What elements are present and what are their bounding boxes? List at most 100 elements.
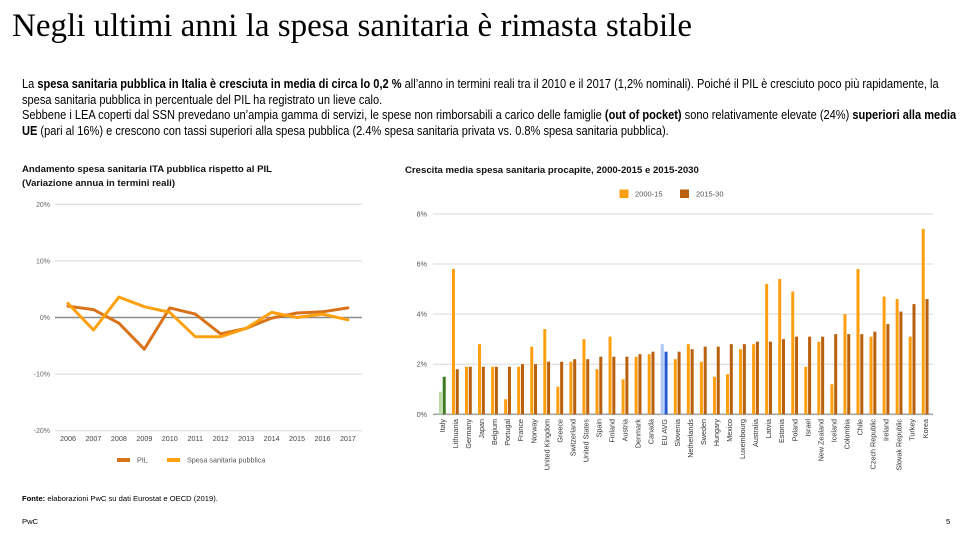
bar-2000-15 bbox=[830, 384, 834, 415]
bar-2000-15 bbox=[582, 339, 586, 415]
category-label: Colombia bbox=[843, 419, 852, 449]
category-label: Estonia bbox=[777, 419, 786, 443]
bar-2015-30 bbox=[521, 364, 524, 415]
x-tick-label: 2011 bbox=[188, 434, 203, 443]
text-segment: La bbox=[22, 76, 38, 91]
bar-2015-30 bbox=[886, 324, 890, 415]
bar-2000-15 bbox=[921, 228, 925, 415]
y-tick-label: 10% bbox=[36, 258, 50, 265]
bar-2000-15 bbox=[843, 314, 847, 415]
source-text: elaborazioni PwC su dati Eurostat e OECD… bbox=[45, 494, 218, 503]
bar-2000-15 bbox=[673, 359, 677, 415]
bar-2000-15 bbox=[478, 344, 482, 415]
bar-2000-15 bbox=[739, 349, 743, 415]
y-tick-label: 2% bbox=[417, 360, 428, 369]
legend-label: PIL bbox=[137, 456, 148, 465]
category-label: Netherlands bbox=[686, 419, 695, 458]
series-line-spesa-sanitaria-pubblica bbox=[66, 295, 350, 339]
legend-label: 2000-15 bbox=[635, 190, 663, 199]
text-segment: (pari al 16%) e crescono con tassi super… bbox=[37, 122, 669, 138]
category-label: Slovenia bbox=[673, 419, 682, 447]
bar-2015-30 bbox=[442, 376, 446, 415]
bar-2000-15 bbox=[791, 291, 795, 415]
y-tick-label: 0% bbox=[417, 410, 428, 419]
bar-2000-15 bbox=[634, 356, 638, 415]
x-tick-label: 2017 bbox=[340, 434, 356, 443]
x-tick-label: 2009 bbox=[136, 434, 152, 443]
bar-2015-30 bbox=[742, 344, 746, 415]
bar-2000-15 bbox=[517, 366, 521, 415]
bar-2015-30 bbox=[677, 351, 681, 415]
bar-chart-crescita-procapite: 8% 6% 4% 2% 0% Italy Lithuania Germany Japan Belg… bbox=[417, 189, 933, 471]
category-label: Chile bbox=[856, 419, 865, 435]
bar-2000-15 bbox=[778, 279, 782, 415]
bar-2015-30 bbox=[468, 366, 472, 415]
category-label: Belgium bbox=[490, 419, 499, 445]
y-tick-label: 8% bbox=[417, 209, 428, 218]
paragraph-spesa-pubblica: La spesa sanitaria pubblica in Italia è … bbox=[22, 76, 957, 107]
bar-2000-15 bbox=[817, 341, 821, 415]
bar-2000-15 bbox=[491, 366, 495, 415]
bar-2000-15 bbox=[712, 376, 716, 415]
bar-2015-30 bbox=[507, 366, 511, 415]
category-label: Austria bbox=[621, 419, 630, 441]
right-chart-title: Crescita media spesa sanitaria procapite… bbox=[405, 165, 699, 176]
bar-2000-15 bbox=[882, 296, 886, 415]
category-label: Germany bbox=[464, 419, 473, 449]
category-label: Japan bbox=[477, 419, 486, 439]
bar-2015-30 bbox=[860, 334, 864, 415]
category-label: Sweden bbox=[699, 419, 708, 445]
category-label: Canada bbox=[647, 419, 656, 444]
line-chart-spesa-vs-pil: 20% 10% 0% -10% -20% 2006 2007 2008 2009 2010 2011… bbox=[34, 202, 362, 465]
x-tick-label: 2007 bbox=[85, 434, 101, 443]
bar-2015-30 bbox=[664, 351, 668, 415]
bar-2000-15 bbox=[856, 269, 860, 415]
bar-2015-30 bbox=[821, 336, 825, 415]
bar-2000-15 bbox=[608, 336, 612, 415]
bar-2015-30 bbox=[547, 361, 551, 415]
legend-label: 2015-30 bbox=[696, 190, 724, 199]
category-label: Hungary bbox=[712, 419, 721, 447]
category-label: Slovak Republic bbox=[895, 419, 904, 471]
bar-2000-15 bbox=[765, 284, 769, 415]
category-label: United States bbox=[582, 419, 591, 463]
bar-2015-30 bbox=[729, 344, 733, 415]
category-label: New Zealand bbox=[816, 419, 825, 461]
y-tick-label: 20% bbox=[36, 202, 50, 209]
bar-2015-30 bbox=[912, 304, 916, 415]
bar-2015-30 bbox=[690, 349, 694, 415]
text-segment: Sebbene i LEA coperti dal SSN prevedano … bbox=[22, 107, 605, 122]
legend-swatch bbox=[117, 458, 130, 462]
y-tick-label: 6% bbox=[417, 260, 428, 269]
bar-2015-30 bbox=[651, 351, 655, 415]
bar-2000-15 bbox=[451, 269, 455, 415]
left-chart-title: Andamento spesa sanitaria ITA pubblica r… bbox=[22, 163, 272, 191]
bar-2015-30 bbox=[834, 334, 838, 415]
text-segment: sono relativamente elevate (24%) bbox=[681, 107, 853, 122]
x-tick-label: 2013 bbox=[238, 434, 254, 443]
category-label: United Kingdom bbox=[542, 419, 551, 470]
bar-2015-30 bbox=[873, 331, 877, 415]
left-chart-title-line: Andamento spesa sanitaria ITA pubblica r… bbox=[22, 164, 273, 175]
category-label: Czech Republic bbox=[869, 419, 878, 470]
bar-2000-15 bbox=[438, 391, 442, 415]
bar-2015-30 bbox=[716, 346, 720, 415]
bar-2015-30 bbox=[560, 361, 564, 415]
bar-2000-15 bbox=[556, 386, 560, 415]
bar-2000-15 bbox=[647, 354, 651, 415]
bar-2015-30 bbox=[455, 369, 459, 415]
legend-swatch bbox=[167, 458, 180, 462]
x-tick-label: 2012 bbox=[213, 434, 229, 443]
category-label: Korea bbox=[921, 419, 930, 438]
bar-2000-15 bbox=[869, 336, 873, 415]
bar-2015-30 bbox=[755, 341, 759, 415]
category-label: Mexico bbox=[725, 419, 734, 442]
slide-title: Negli ultimi anni la spesa sanitaria è r… bbox=[12, 8, 692, 44]
text-segment-bold: (out of pocket) bbox=[604, 107, 682, 122]
bar-2000-15 bbox=[595, 369, 599, 415]
bar-2015-30 bbox=[782, 339, 785, 415]
bar-2000-15 bbox=[699, 361, 703, 415]
category-label: Israel bbox=[803, 419, 812, 437]
x-tick-label: 2014 bbox=[264, 434, 280, 443]
bar-2000-15 bbox=[908, 336, 912, 415]
